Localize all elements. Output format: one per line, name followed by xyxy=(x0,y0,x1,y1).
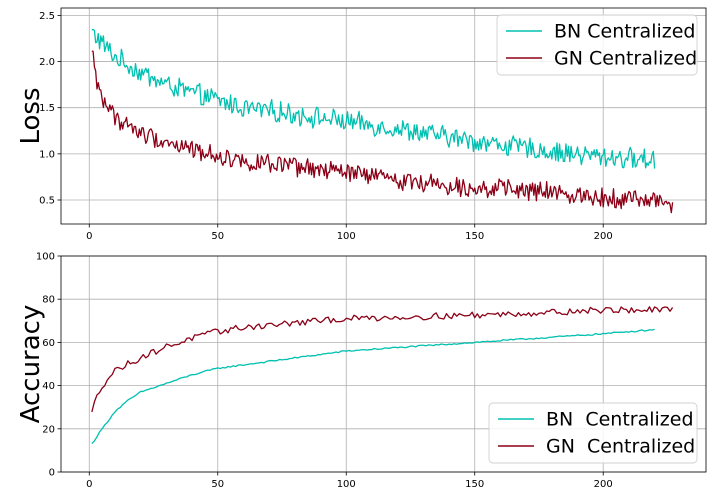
x-tick-label: 150 xyxy=(465,231,484,242)
chart-panel-2: 0 50 100 150 200 0 20 40 60 80 100 Accuracy BN Centr… xyxy=(16,252,707,490)
y-tick-label: 60 xyxy=(42,338,55,349)
y-tick-label: 2.5 xyxy=(39,11,55,22)
y-tick-label: 2.0 xyxy=(39,57,55,68)
series-line-gn xyxy=(91,306,674,413)
y-axis-label: Accuracy xyxy=(16,305,46,424)
x-tick-label: 100 xyxy=(337,479,356,490)
y-tick-label: 20 xyxy=(42,424,55,435)
y-tick-label: 100 xyxy=(36,252,55,263)
x-tick-label: 50 xyxy=(211,479,224,490)
x-tick-label: 50 xyxy=(211,231,224,242)
legend-box xyxy=(496,14,698,76)
series-line-bn xyxy=(91,28,656,169)
series-line-gn xyxy=(91,50,674,214)
y-tick-label: 1.5 xyxy=(39,103,55,114)
plot-frame xyxy=(60,7,707,225)
plot-frame xyxy=(60,255,707,473)
y-axis-label: Loss xyxy=(16,87,46,144)
series-line-bn xyxy=(91,328,655,444)
legend-label: GN Centralized xyxy=(554,48,697,70)
y-tick-label: 40 xyxy=(42,381,55,392)
legend-label: BN Centralized xyxy=(554,21,695,43)
legend: BN Centralized GN Centralized xyxy=(488,402,698,464)
x-tick-label: 150 xyxy=(465,479,484,490)
chart-panel-1: 0 50 100 150 200 0.5 1.0 1.5 2.0 2.5 Loss BN Centra… xyxy=(16,7,707,242)
legend-box xyxy=(488,402,698,464)
legend-label: BN Centralized xyxy=(546,409,694,431)
x-tick-label: 100 xyxy=(337,231,356,242)
x-tick-label: 0 xyxy=(86,479,92,490)
legend: BN Centralized GN Centralized xyxy=(496,14,698,76)
x-tick-label: 200 xyxy=(594,231,613,242)
y-tick-label: 0 xyxy=(49,468,55,479)
x-tick-label: 0 xyxy=(86,231,92,242)
legend-label: GN Centralized xyxy=(546,436,695,458)
x-tick-label: 200 xyxy=(594,479,613,490)
y-tick-label: 0.5 xyxy=(39,196,55,207)
y-tick-label: 80 xyxy=(42,295,55,306)
y-tick-label: 1.0 xyxy=(39,149,55,160)
